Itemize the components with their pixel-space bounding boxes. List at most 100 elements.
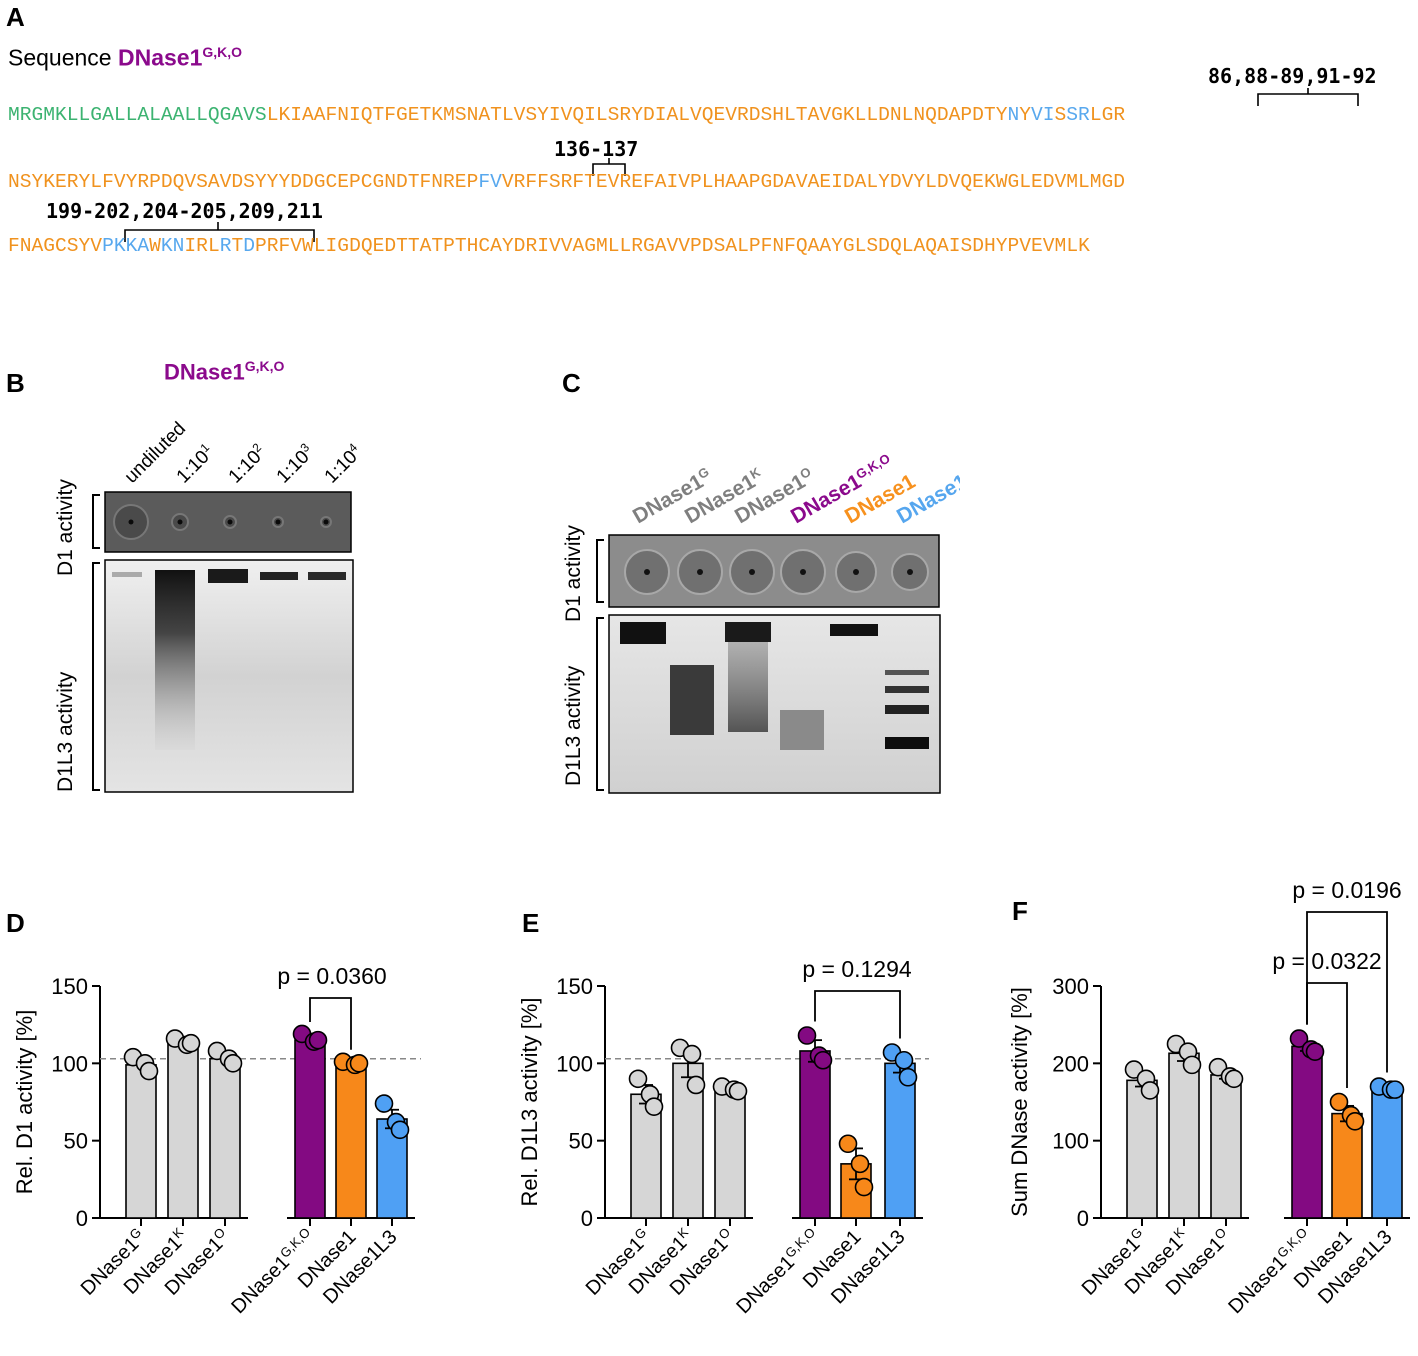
sequence-line-3: FNAGCSYVPKKAWKNIRLRTDPRFVWLIGDQEDTTATPTH… xyxy=(8,235,1090,257)
bar-3 xyxy=(799,1050,831,1219)
y-tick-label-2: 100 xyxy=(556,1051,593,1076)
gel-c: DNase1GDNase1KDNase1ODNase1G,K,ODNase1DN… xyxy=(562,450,960,794)
panel-a-label: A xyxy=(6,2,25,32)
data-point-1-1 xyxy=(682,1044,702,1064)
gel-c-d1l3-gel xyxy=(608,614,941,794)
sequence-line3-segment-1: PKKA xyxy=(102,235,150,257)
comparison-label-0: p = 0.0360 xyxy=(277,963,386,989)
gel-c-row-label-top: D1 activity xyxy=(562,525,585,622)
gel-b-row-label-top: D1 activity xyxy=(54,479,77,576)
y-tick-label-1: 50 xyxy=(64,1129,88,1154)
data-point-3-0 xyxy=(797,1026,817,1045)
bracket-199-211 xyxy=(124,222,315,242)
y-axis-title: Sum DNase activity [%] xyxy=(1007,987,1032,1217)
panel-a-title-sup: G,K,O xyxy=(202,44,243,60)
data-point-1-2 xyxy=(1182,1055,1202,1075)
data-point-4-0 xyxy=(1329,1092,1349,1112)
data-point-2-2 xyxy=(223,1054,243,1073)
gel-b-d1-well-3 xyxy=(275,519,281,525)
gel-b-d1-well-4 xyxy=(323,519,329,525)
y-tick-label-1: 50 xyxy=(569,1129,593,1154)
data-point-5-2 xyxy=(390,1120,410,1140)
gel-b-lane-label-3: 1:103 xyxy=(271,440,318,487)
panel-b-title: DNase1G,K,O xyxy=(164,358,284,385)
gel-c-dnase1l3-band-0 xyxy=(885,670,929,675)
gel-c-d1-well-0 xyxy=(644,569,650,575)
gel-b-bracket-top xyxy=(92,494,100,549)
y-tick-label-1: 100 xyxy=(1052,1129,1089,1154)
gel-c-smear-2 xyxy=(728,642,768,732)
gel-b-lane-label-1: 1:101 xyxy=(171,440,218,487)
bar-0 xyxy=(1126,1079,1158,1219)
sequence-line1-segment-4: VI xyxy=(1030,104,1055,126)
bar-5 xyxy=(884,1062,916,1219)
data-point-3-2 xyxy=(813,1050,833,1070)
sequence-line1-segment-6: SR xyxy=(1066,104,1090,126)
data-point-0-2 xyxy=(1140,1081,1160,1100)
gel-c-d1-well-2 xyxy=(749,569,755,575)
gel-b-lane-label-4: 1:104 xyxy=(319,440,366,487)
data-point-5-0 xyxy=(374,1094,394,1113)
gel-c-dnase1l3-band-1 xyxy=(885,686,929,693)
sequence-line3-segment-5: R xyxy=(219,235,232,257)
comparison-bracket-0 xyxy=(814,990,901,1039)
annotation-136-137: 136-137 xyxy=(554,137,639,161)
gel-b-d1-well-0 xyxy=(128,519,134,525)
bar-1 xyxy=(167,1042,199,1219)
gel-c-d1-well-1 xyxy=(697,569,703,575)
data-point-1-2 xyxy=(181,1033,201,1053)
panel-a-title-prefix: Sequence xyxy=(8,44,118,71)
sequence-line2-segment-1: FV xyxy=(478,171,502,193)
gel-c-band-0 xyxy=(620,622,666,644)
data-point-3-0 xyxy=(1289,1029,1309,1048)
sequence-line-1: MRGMKLLGALLALAALLQGAVSLKIAAFNIQTFGETKMSN… xyxy=(8,104,1125,126)
data-point-4-2 xyxy=(1345,1112,1365,1131)
bar-5 xyxy=(376,1118,408,1219)
gel-b-band-3 xyxy=(260,572,298,580)
comparison-bracket-1 xyxy=(1306,911,1388,1073)
sequence-line3-segment-2: W xyxy=(149,235,161,257)
panel-e-label: E xyxy=(522,908,540,938)
bar-3 xyxy=(294,1039,326,1219)
comparison-label-1: p = 0.0196 xyxy=(1292,877,1401,903)
y-tick-label-3: 150 xyxy=(51,974,88,999)
panel-b-title-main: DNase1 xyxy=(164,359,245,385)
gel-c-d1-well-4 xyxy=(853,569,859,575)
data-point-1-2 xyxy=(686,1075,706,1095)
data-point-0-0 xyxy=(628,1069,648,1089)
sequence-line3-segment-6: T xyxy=(231,235,244,257)
panel-d-label: D xyxy=(6,908,25,938)
gel-b-d1-well-1 xyxy=(177,519,183,525)
data-point-3-2 xyxy=(1305,1042,1325,1062)
bar-2 xyxy=(714,1090,746,1219)
y-axis-title: Rel. D1 activity [%] xyxy=(12,1010,37,1195)
data-point-2-2 xyxy=(1224,1069,1244,1089)
gel-b-band-0 xyxy=(112,572,142,577)
sequence-line2-segment-0: NSYKERYLFVYRPDQVSAVDSYYYDDGCEPCGNDTFNREP xyxy=(8,171,479,193)
gel-c-bracket-bottom xyxy=(596,617,604,791)
gel-b-band-4 xyxy=(308,572,346,580)
data-point-5-2 xyxy=(1385,1080,1405,1099)
data-point-0-2 xyxy=(139,1061,159,1081)
sequence-line3-segment-7: D xyxy=(243,235,255,257)
y-tick-label-3: 150 xyxy=(556,974,593,999)
bar-1 xyxy=(1168,1052,1200,1219)
gel-b-band-2 xyxy=(208,569,248,583)
comparison-label-0: p = 0.1294 xyxy=(802,956,912,982)
sequence-line1-segment-5: S xyxy=(1054,104,1067,126)
sequence-line2-segment-2: VRFFSRFTEVREFAIVPLHAAPGDAVAEIDALYDVYLDVQ… xyxy=(501,171,1126,193)
bar-5 xyxy=(1371,1088,1403,1219)
sequence-line3-segment-8: PRFVWLIGDQEDTTATPTHCAYDRIVVAGMLLRGAVVPDS… xyxy=(255,235,1090,257)
gel-c-smear-1 xyxy=(670,665,714,735)
y-tick-label-2: 200 xyxy=(1052,1051,1089,1076)
y-tick-label-2: 100 xyxy=(51,1051,88,1076)
data-point-0-2 xyxy=(644,1097,664,1116)
gel-b-lane-label-2: 1:102 xyxy=(223,440,270,487)
comparison-bracket-0 xyxy=(309,997,352,1050)
gel-b-row-label-bottom: D1L3 activity xyxy=(54,671,77,792)
panel-b-title-sup: G,K,O xyxy=(244,358,285,374)
gel-c-dnase1l3-band-3 xyxy=(885,737,929,749)
data-point-4-2 xyxy=(349,1054,369,1073)
data-point-3-2 xyxy=(308,1030,328,1050)
annotation-86-92: 86,88-89,91-92 xyxy=(1208,64,1377,88)
